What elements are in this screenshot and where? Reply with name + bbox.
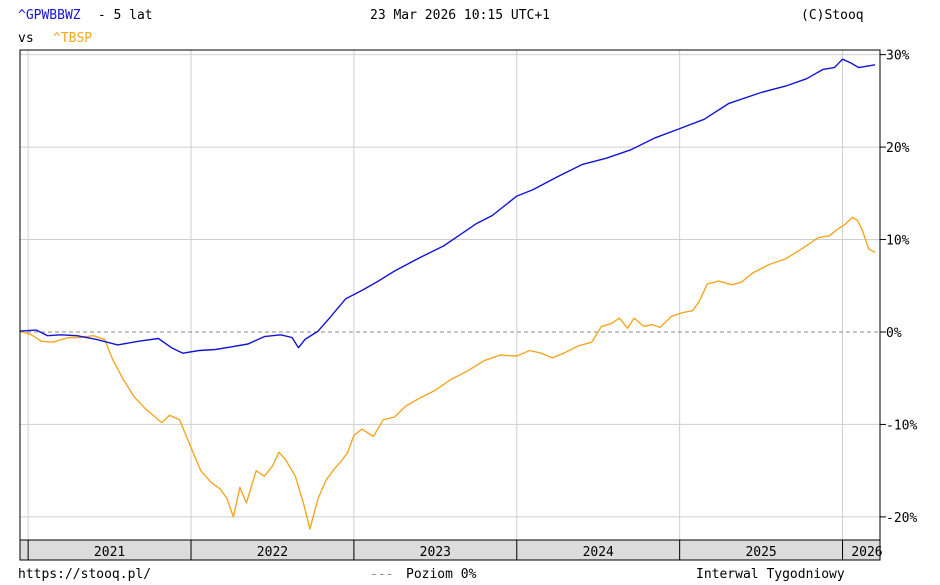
plot-frame <box>19 49 881 541</box>
timestamp: 23 Mar 2026 10:15 UTC+1 <box>370 8 551 23</box>
y-tick-label: 10% <box>886 234 910 249</box>
x-tick-label: 2023 <box>420 545 451 560</box>
y-tick-label: -20% <box>886 511 917 526</box>
vs-label: vs <box>18 31 34 46</box>
x-tick-label: 2022 <box>257 545 288 560</box>
y-tick-label: 0% <box>886 326 902 341</box>
x-axis-band: 2021 2022 2023 2024 2025 2026 <box>19 539 883 561</box>
zero-level-legend: Poziom 0% <box>406 567 477 582</box>
gridlines <box>20 50 880 540</box>
period-label: - 5 lat <box>90 8 153 23</box>
interval-label: Interwal Tygodniowy <box>696 567 845 582</box>
series-lines <box>19 58 876 530</box>
y-axis: 30% 20% 10% 0% -10% -20% <box>880 49 917 526</box>
copyright: (C)Stooq <box>801 8 864 23</box>
x-tick-label: 2024 <box>583 545 614 560</box>
x-tick-label: 2021 <box>94 545 125 560</box>
secondary-symbol-label[interactable]: ^TBSP <box>53 31 93 46</box>
x-axis-band-bg <box>19 539 881 561</box>
series-line-gpwbbwz <box>19 58 876 354</box>
zero-legend-dash: --- <box>370 567 394 582</box>
source-url-link[interactable]: https://stooq.pl/ <box>18 567 152 582</box>
series-line-tbsp <box>19 216 876 530</box>
y-tick-label: 20% <box>886 141 910 156</box>
primary-symbol-label[interactable]: ^GPWBBWZ <box>18 8 81 23</box>
y-tick-label: 30% <box>886 49 910 64</box>
y-tick-label: -10% <box>886 418 917 433</box>
x-tick-label: 2025 <box>745 545 776 560</box>
x-tick-label: 2026 <box>851 545 882 560</box>
